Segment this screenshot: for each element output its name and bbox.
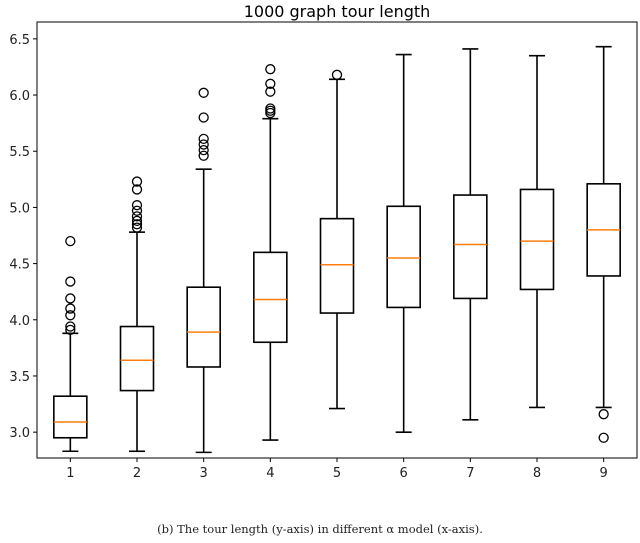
x-tick-label: 9 [600,466,608,481]
outlier-point [265,78,276,89]
outlier-point [131,219,143,230]
box [386,205,421,309]
outlier-point [198,87,209,98]
outlier-point [65,310,76,321]
box [519,188,555,291]
outlier-point [131,211,143,222]
y-tick-label: 4.0 [9,314,30,329]
box [319,217,355,314]
y-tick-label: 6.0 [9,89,30,104]
outlier-point [65,303,76,314]
outlier-point [65,293,76,304]
x-tick-label: 6 [400,466,408,481]
x-tick-label: 8 [533,466,541,481]
outlier-point [198,144,209,156]
outlier-point [198,133,209,145]
outlier-point [65,276,76,287]
x-tick-label: 2 [133,466,141,481]
x-tick-label: 5 [333,466,341,481]
box [186,286,221,368]
y-tick-label: 5.0 [9,201,30,216]
y-tick-label: 5.5 [9,145,30,160]
outlier-point [131,222,143,233]
x-tick-label: 1 [66,466,74,481]
outlier-point [198,139,209,150]
y-tick-label: 6.5 [9,33,30,48]
outlier-point [131,184,143,195]
outlier-point [265,86,276,97]
y-tick-label: 4.5 [9,258,30,273]
y-tick-label: 3.5 [9,370,30,385]
box [53,395,88,439]
outlier-point [331,69,343,80]
outlier-point [265,103,276,114]
x-tick-label: 3 [200,466,208,481]
outlier-point [131,215,143,227]
outlier-point [598,409,609,420]
box-plot: 1000 graph tour length 3.0 3.5 4.0 4.5 5.0 5.… [9,2,638,481]
outlier-point [65,321,76,332]
plot-frame [36,21,638,459]
outlier-point [131,176,143,187]
outlier-point [198,150,209,161]
outlier-point [598,432,609,443]
box [253,251,288,344]
y-tick-label: 3.0 [9,426,30,441]
outlier-point [65,324,76,336]
outlier-point [131,200,143,211]
x-tick-label: 4 [266,466,274,481]
outlier-point [265,64,276,75]
outlier-point [65,235,76,247]
outlier-point [131,205,143,216]
box [453,194,488,300]
x-tick-label: 7 [466,466,474,481]
box [119,325,155,392]
figure-caption: (b) The tour length (y-axis) in differen… [157,522,483,536]
chart-title: 1000 graph tour length [244,2,431,21]
outlier-point [198,112,209,123]
